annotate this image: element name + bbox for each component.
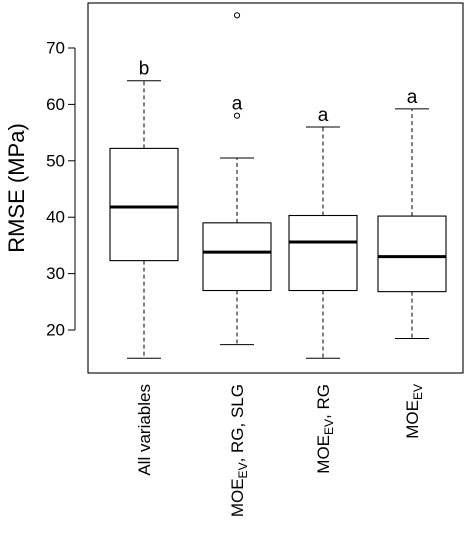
y-tick-label: 30 <box>46 264 65 283</box>
boxes: b a a a <box>109 12 447 359</box>
significance-letter: a <box>232 94 243 115</box>
box-group: a <box>202 12 272 346</box>
category-label-main: MOE <box>314 435 333 474</box>
category-label-main: MOE <box>228 478 247 517</box>
category-label: MOEEV, RG <box>314 384 336 474</box>
significance-letter: a <box>318 105 329 126</box>
outlier-point <box>233 112 241 119</box>
box-group: b <box>109 59 179 359</box>
box-group: a <box>377 87 447 339</box>
iqr-box <box>109 147 179 262</box>
y-tick-label: 60 <box>46 95 65 114</box>
y-tick-label: 70 <box>46 39 65 58</box>
category-label-subscript: EV <box>236 462 250 478</box>
category-label-subscript: EV <box>322 419 336 435</box>
category-label: All variables <box>135 384 154 476</box>
y-axis-label: RMSE (MPa) <box>4 123 29 253</box>
iqr-box <box>202 222 272 292</box>
category-label: MOEEV <box>403 384 425 439</box>
y-tick-label: 50 <box>46 151 65 170</box>
category-label-rest: , RG <box>314 384 333 419</box>
outlier-point <box>233 12 241 19</box>
category-label: MOEEV, RG, SLG <box>228 384 250 517</box>
category-label-rest: , RG, SLG <box>228 384 247 462</box>
y-axis-ticks: 20 30 40 50 60 70 <box>46 39 75 340</box>
category-label-main: MOE <box>403 400 422 439</box>
box-group: a <box>288 105 358 359</box>
iqr-box <box>377 215 447 293</box>
y-tick-label: 20 <box>46 321 65 340</box>
plot-frame <box>87 2 464 374</box>
iqr-box <box>288 214 358 292</box>
significance-letter: b <box>139 59 150 80</box>
significance-letter: a <box>407 87 418 108</box>
category-label-main: All variables <box>135 384 154 476</box>
y-tick-label: 40 <box>46 208 65 227</box>
category-label-subscript: EV <box>411 384 425 400</box>
